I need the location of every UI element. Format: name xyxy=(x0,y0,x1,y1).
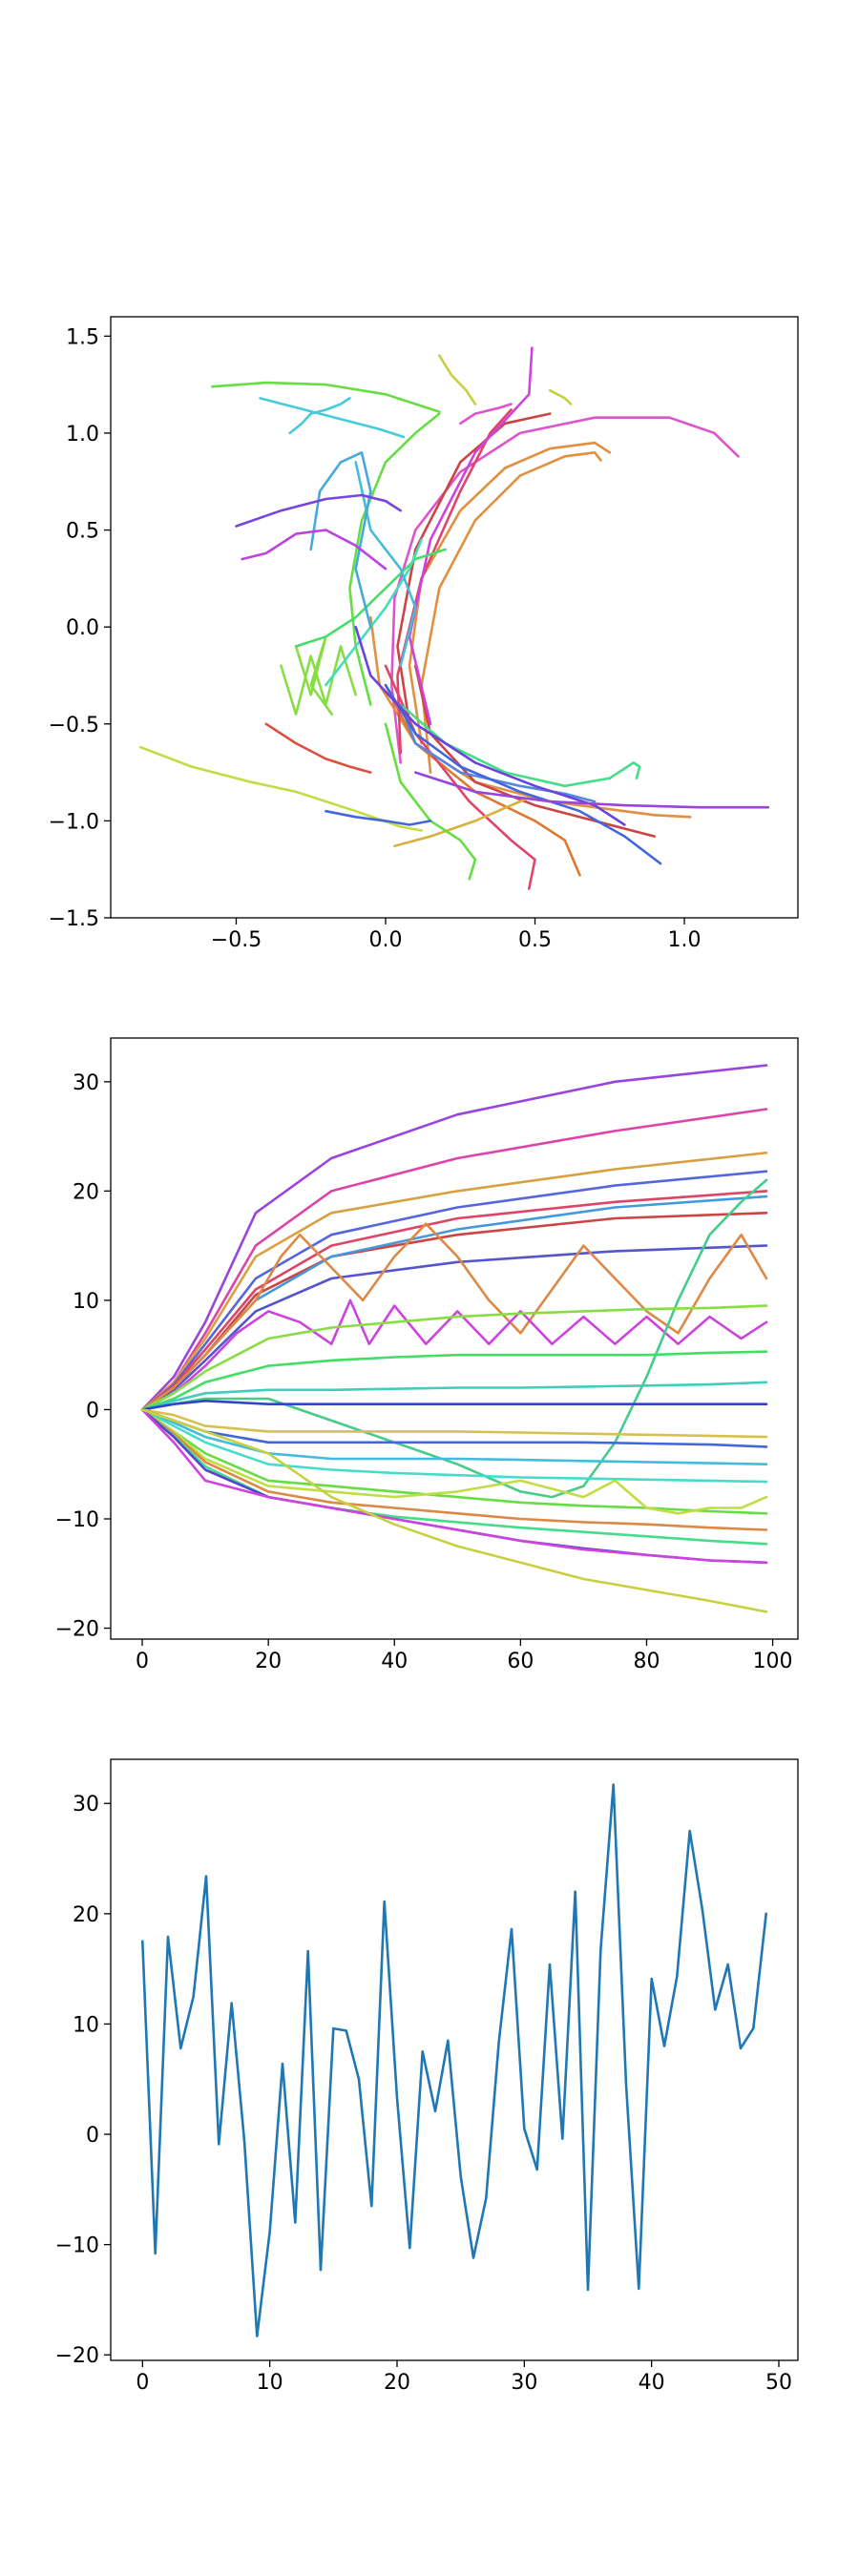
y-tick-label: −1.5 xyxy=(49,907,99,931)
series-line-2 xyxy=(420,450,602,774)
series-line-0 xyxy=(389,416,740,764)
x-tick-label: 20 xyxy=(255,1650,282,1673)
series-line-20 xyxy=(140,1408,768,1515)
series-line-23 xyxy=(325,538,423,687)
y-tick-label: 30 xyxy=(73,1793,99,1817)
series-line-5 xyxy=(413,664,657,838)
series-line-1 xyxy=(408,441,612,745)
series-line-13 xyxy=(140,1381,768,1411)
x-tick-label: 50 xyxy=(765,2371,792,2395)
series-line-11 xyxy=(140,1304,768,1411)
series-line-26 xyxy=(354,461,417,668)
series-line-27 xyxy=(309,450,372,629)
series-line-0 xyxy=(141,1783,768,2337)
series-line-1 xyxy=(140,1108,768,1411)
series-line-6 xyxy=(264,722,372,774)
series-line-12 xyxy=(140,1350,768,1411)
series-line-22 xyxy=(399,703,641,788)
y-tick-label: 1.5 xyxy=(66,325,99,349)
series-line-11 xyxy=(408,346,534,726)
x-tick-label: 60 xyxy=(507,1650,534,1673)
series-line-7 xyxy=(384,683,581,877)
time-series-bundle-panel: 0 20 40 60 80 100 −20 −10 0 10 20 30 xyxy=(55,1037,799,1673)
axes-frame xyxy=(110,316,799,919)
x-tick-label: 40 xyxy=(381,1650,408,1673)
axes-frame xyxy=(110,1758,799,2361)
y-tick-label: 0 xyxy=(86,1399,99,1423)
series-line-24 xyxy=(288,397,351,435)
series-line-30 xyxy=(325,809,432,826)
series-line-31 xyxy=(354,625,626,826)
y-tick-label: −10 xyxy=(55,2234,99,2258)
series-line-14 xyxy=(140,1400,768,1411)
series-line-14 xyxy=(139,745,423,832)
y-tick-label: 0.0 xyxy=(66,616,99,640)
x-tick-label: 10 xyxy=(257,2371,283,2395)
series-line-33 xyxy=(413,771,770,809)
series-line-17 xyxy=(140,1408,768,1465)
series-line-9 xyxy=(396,408,513,755)
series-line-10 xyxy=(458,403,513,426)
series-line-12 xyxy=(437,354,477,405)
series-line-2 xyxy=(140,1152,768,1411)
series-line-25 xyxy=(259,397,406,439)
series-line-0 xyxy=(140,1064,768,1411)
series-line-25 xyxy=(140,1408,768,1613)
series-line-13 xyxy=(548,388,573,405)
series-line-24 xyxy=(140,1408,768,1565)
y-tick-label: −1.0 xyxy=(49,810,99,834)
series-line-10 xyxy=(140,1178,768,1499)
series-line-18 xyxy=(384,722,477,881)
series-line-4 xyxy=(140,1190,768,1411)
y-tick-label: 10 xyxy=(73,2013,99,2037)
x-tick-label: 20 xyxy=(384,2371,410,2395)
y-tick-label: −0.5 xyxy=(49,714,99,737)
series-line-21 xyxy=(294,548,447,648)
series-line-16 xyxy=(211,381,441,413)
x-tick-label: 0.5 xyxy=(518,928,552,952)
series-line-15 xyxy=(140,1408,768,1439)
y-tick-label: 20 xyxy=(73,1903,99,1927)
y-tick-label: −20 xyxy=(55,2344,99,2368)
y-tick-label: 10 xyxy=(73,1290,99,1314)
y-tick-label: −10 xyxy=(55,1508,99,1532)
series-line-15 xyxy=(393,796,531,848)
series-line-4 xyxy=(396,412,552,726)
series-line-32 xyxy=(235,493,403,528)
series-line-9 xyxy=(140,1298,768,1411)
y-tick-label: 20 xyxy=(73,1180,99,1204)
trajectory-plot-panel: −0.5 0.0 0.5 1.0 −1.5 −1.0 −0.5 0.0 0.5 1.0 1.5 xyxy=(49,316,799,952)
y-tick-label: 0 xyxy=(86,2124,99,2148)
x-tick-label: 30 xyxy=(511,2371,537,2395)
series-line-19 xyxy=(280,645,358,716)
y-tick-label: 30 xyxy=(73,1071,99,1095)
series-line-34 xyxy=(241,529,388,571)
y-tick-label: 1.0 xyxy=(66,423,99,447)
x-tick-label: 0.0 xyxy=(369,928,403,952)
series-line-21 xyxy=(140,1408,768,1531)
x-tick-label: −0.5 xyxy=(211,928,262,952)
x-tick-label: 0 xyxy=(136,2371,149,2395)
series-line-8 xyxy=(384,664,536,890)
x-tick-label: 40 xyxy=(639,2371,665,2395)
series-group xyxy=(140,1064,768,1613)
x-tick-label: 0 xyxy=(136,1650,149,1673)
y-tick-label: −20 xyxy=(55,1618,99,1642)
x-tick-label: 80 xyxy=(633,1650,660,1673)
series-line-29 xyxy=(384,683,662,865)
axes-frame xyxy=(110,1037,799,1640)
series-line-7 xyxy=(140,1244,768,1411)
y-tick-label: 0.5 xyxy=(66,520,99,544)
series-line-18 xyxy=(140,1408,768,1484)
x-tick-label: 1.0 xyxy=(668,928,702,952)
single-series-line-panel: 0 10 20 30 40 50 −20 −10 0 10 20 30 xyxy=(55,1758,799,2395)
series-line-22 xyxy=(140,1408,768,1546)
x-tick-label: 100 xyxy=(753,1650,793,1673)
series-line-3 xyxy=(368,615,692,819)
series-group xyxy=(141,1783,768,2337)
series-group xyxy=(139,346,770,890)
